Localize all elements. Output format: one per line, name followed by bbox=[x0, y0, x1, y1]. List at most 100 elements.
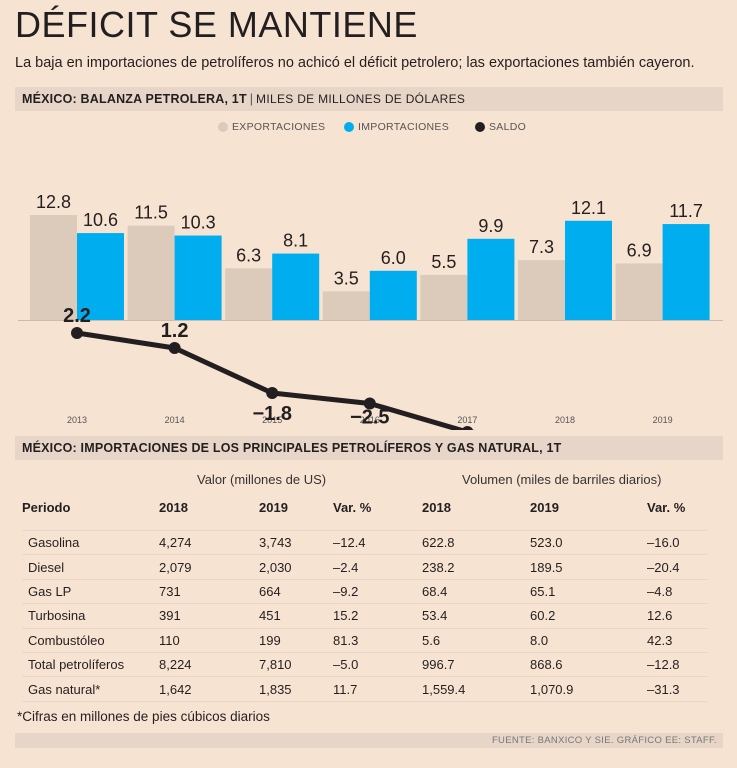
saldo-label-2014: 1.2 bbox=[161, 320, 189, 342]
bar-exportaciones-2018 bbox=[518, 260, 565, 320]
chart-header-band: MÉXICO: BALANZA PETROLERA, 1T | MILES DE M… bbox=[15, 87, 723, 111]
label-exportaciones-2018: 7.3 bbox=[529, 237, 554, 257]
table-cell: 731 bbox=[159, 579, 259, 605]
table-cell: 53.4 bbox=[422, 603, 530, 629]
bar-importaciones-2019 bbox=[662, 224, 710, 320]
label-importaciones-2018: 12.1 bbox=[571, 198, 606, 218]
table-cell: 15.2 bbox=[333, 603, 422, 629]
table-cell: 1,835 bbox=[259, 676, 333, 702]
col-header-valor-var: Var. % bbox=[333, 500, 372, 515]
table-cell: 189.5 bbox=[530, 554, 647, 580]
bar-exportaciones-2016 bbox=[322, 291, 370, 320]
table-cell: 1,070.9 bbox=[530, 676, 647, 702]
table-cell: Diesel bbox=[22, 554, 159, 580]
saldo-label-2016: −2.5 bbox=[350, 407, 389, 429]
table-cell: 1,642 bbox=[159, 676, 259, 702]
table-group-volumen: Volumen (miles de barriles diarios) bbox=[462, 472, 662, 487]
page-subtitle: La baja en importaciones de petrolíferos… bbox=[15, 55, 695, 71]
x-tick-label-2017: 2017 bbox=[457, 415, 477, 425]
table-row: Turbosina 391 451 15.2 53.4 60.2 12.6 bbox=[22, 603, 708, 629]
chart-header-separator: | bbox=[249, 92, 254, 106]
table-cell: 1,559.4 bbox=[422, 676, 530, 702]
saldo-point-2017 bbox=[461, 426, 474, 430]
legend-item-saldo: SALDO bbox=[475, 121, 526, 133]
table-cell: –16.0 bbox=[647, 529, 708, 556]
table-cell: 12.6 bbox=[647, 603, 708, 629]
table-cell: 8,224 bbox=[159, 652, 259, 678]
table-cell: –12.8 bbox=[647, 652, 708, 678]
table-cell: –9.2 bbox=[333, 579, 422, 605]
label-exportaciones-2013: 12.8 bbox=[36, 192, 71, 212]
x-tick-label-2014: 2014 bbox=[165, 415, 185, 425]
label-exportaciones-2015: 6.3 bbox=[236, 245, 261, 265]
table-cell: –20.4 bbox=[647, 554, 708, 580]
bar-importaciones-2016 bbox=[369, 270, 417, 320]
table-cell: 622.8 bbox=[422, 529, 530, 556]
source-credit: FUENTE: BANXICO Y SIE. GRÁFICO EE: STAFF… bbox=[15, 733, 723, 748]
saldo-point-2014 bbox=[168, 342, 181, 354]
table-cell: –31.3 bbox=[647, 676, 708, 702]
legend-label-importaciones: IMPORTACIONES bbox=[358, 121, 450, 133]
bar-importaciones-2015 bbox=[272, 253, 320, 320]
table-cell: Gasolina bbox=[22, 529, 159, 556]
legend-label-exportaciones: EXPORTACIONES bbox=[232, 121, 326, 133]
bar-exportaciones-2017 bbox=[420, 274, 468, 320]
table-cell: Total petrolíferos bbox=[22, 652, 159, 678]
bar-exportaciones-2014 bbox=[127, 225, 175, 320]
saldo-point-2016 bbox=[363, 397, 376, 410]
table-cell: 199 bbox=[259, 628, 333, 653]
legend-item-importaciones: IMPORTACIONES bbox=[344, 121, 449, 133]
legend-swatch-saldo bbox=[475, 122, 485, 132]
footnote: *Cifras en millones de pies cúbicos diar… bbox=[17, 709, 270, 724]
col-header-valor-2019: 2019 bbox=[259, 500, 288, 515]
chart-unit: MILES DE MILLONES DE DÓLARES bbox=[256, 92, 466, 106]
table-row: Gas natural* 1,642 1,835 11.7 1,559.4 1,070.9… bbox=[22, 676, 708, 702]
x-tick-label-2016: 2016 bbox=[360, 415, 380, 425]
page-title: DÉFICIT SE MANTIENE bbox=[15, 4, 418, 45]
label-importaciones-2017: 9.9 bbox=[478, 216, 503, 236]
table-cell: 7,810 bbox=[259, 652, 333, 678]
saldo-point-2015 bbox=[266, 387, 279, 399]
saldo-label-2013: 2.2 bbox=[63, 305, 91, 327]
table-cell: 2,030 bbox=[259, 554, 333, 580]
table-cell: 5.6 bbox=[422, 628, 530, 653]
label-importaciones-2014: 10.3 bbox=[181, 213, 216, 233]
x-tick-label-2015: 2015 bbox=[262, 415, 282, 425]
table-cell: 391 bbox=[159, 603, 259, 629]
legend-label-saldo: SALDO bbox=[489, 121, 527, 133]
table-cell: Gas natural* bbox=[22, 676, 159, 702]
table-cell: Turbosina bbox=[22, 603, 159, 629]
bar-exportaciones-2013 bbox=[30, 215, 77, 320]
table-cell: 451 bbox=[259, 603, 333, 629]
x-tick-label-2018: 2018 bbox=[555, 415, 575, 425]
col-header-periodo: Periodo bbox=[22, 500, 71, 515]
table-cell: –12.4 bbox=[333, 529, 422, 556]
col-header-volumen-var: Var. % bbox=[647, 500, 686, 515]
table-group-valor: Valor (millones de US) bbox=[197, 472, 327, 487]
col-header-valor-2018: 2018 bbox=[159, 500, 188, 515]
col-header-volumen-2019: 2019 bbox=[530, 500, 559, 515]
table-cell: 996.7 bbox=[422, 652, 530, 678]
imports-table: Gasolina 4,274 3,743 –12.4 622.8 523.0 –16.0 Di… bbox=[22, 529, 708, 702]
label-exportaciones-2016: 3.5 bbox=[334, 268, 359, 288]
bar-exportaciones-2015 bbox=[225, 268, 273, 320]
table-cell: 81.3 bbox=[333, 628, 422, 653]
table-cell: 868.6 bbox=[530, 652, 647, 678]
table-cell: 2,079 bbox=[159, 554, 259, 580]
table-cell: 238.2 bbox=[422, 554, 530, 580]
legend-swatch-exportaciones bbox=[218, 122, 228, 132]
table-cell: Combustóleo bbox=[22, 628, 159, 653]
bar-importaciones-2017 bbox=[467, 238, 515, 320]
label-exportaciones-2019: 6.9 bbox=[627, 240, 652, 260]
table-cell: 523.0 bbox=[530, 529, 647, 556]
table-cell: 11.7 bbox=[333, 676, 422, 702]
table-cell: Gas LP bbox=[22, 579, 159, 605]
table-row: Diesel 2,079 2,030 –2.4 238.2 189.5 –20.4 bbox=[22, 554, 708, 580]
saldo-label-2015: −1.8 bbox=[252, 403, 291, 425]
chart-title: MÉXICO: BALANZA PETROLERA, 1T bbox=[22, 92, 247, 106]
table-cell: 65.1 bbox=[530, 579, 647, 605]
label-importaciones-2019: 11.7 bbox=[669, 201, 703, 221]
legend-item-exportaciones: EXPORTACIONES bbox=[218, 121, 325, 133]
legend-swatch-importaciones bbox=[344, 122, 354, 132]
table-cell: 60.2 bbox=[530, 603, 647, 629]
